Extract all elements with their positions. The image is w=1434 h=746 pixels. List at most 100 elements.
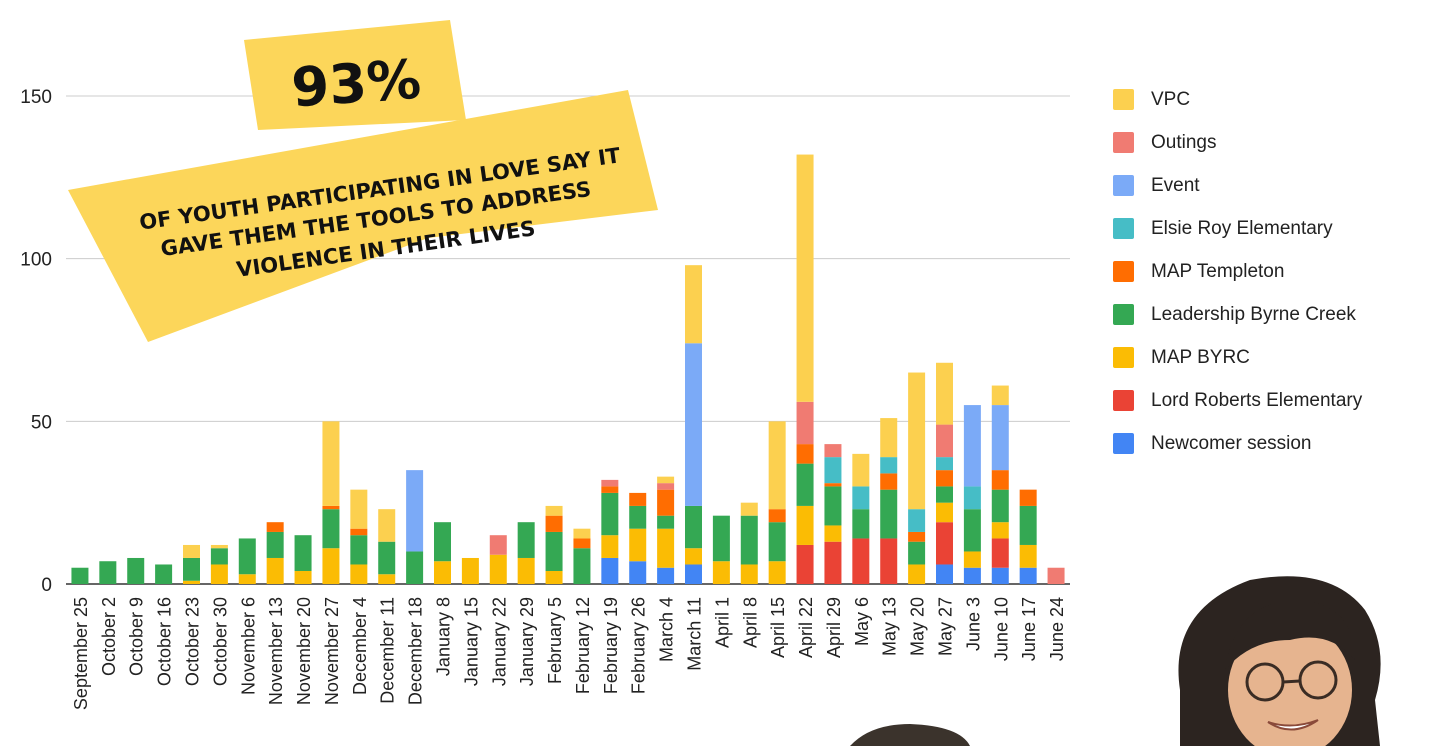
bar-segment-outings [601, 479, 619, 487]
x-tick-label: December 18 [406, 597, 426, 705]
bar-segment-vpc [880, 418, 898, 458]
legend-item: Newcomer session [1113, 428, 1362, 459]
bar-segment-lord-roberts-elementary [991, 538, 1009, 568]
bar-segment-map-byrc [210, 564, 228, 584]
bar-segment-map-templeton [768, 509, 786, 523]
bar-segment-newcomer-session [936, 564, 953, 584]
legend-label: Elsie Roy Elementary [1151, 217, 1333, 239]
bar-segment-leadership-byrne-creek [601, 492, 619, 536]
x-tick-label: October 30 [210, 597, 230, 686]
legend-swatch [1113, 218, 1134, 239]
y-tick-label: 150 [20, 87, 52, 108]
bar-segment-vpc [685, 265, 702, 344]
bar-segment-outings [489, 535, 507, 555]
x-tick-label: January 8 [434, 597, 454, 676]
x-tick-label: February 19 [601, 597, 621, 694]
bar-segment-vpc [852, 453, 870, 487]
bar-segment-map-templeton [545, 515, 563, 532]
bar-segment-leadership-byrne-creek [406, 551, 424, 584]
chart-legend: VPC Outings Event Elsie Roy Elementary MAP T… [1113, 84, 1362, 471]
legend-label: Lord Roberts Elementary [1151, 389, 1363, 411]
x-tick-label: February 5 [545, 597, 565, 684]
bar-segment-event [991, 405, 1009, 471]
x-tick-label: February 12 [573, 597, 593, 694]
bar-segment-vpc [322, 421, 340, 506]
bar-segment-leadership-byrne-creek [350, 535, 368, 565]
bar-segment-leadership-byrne-creek [796, 463, 814, 506]
bar-segment-map-byrc [517, 557, 535, 584]
bar-segment-outings [796, 401, 814, 445]
x-tick-label: November 6 [238, 597, 258, 695]
legend-item: Outings [1113, 127, 1362, 158]
bar-segment-map-byrc [657, 528, 675, 568]
bar-segment-map-byrc [183, 580, 200, 584]
bar-segment-leadership-byrne-creek [238, 538, 256, 575]
x-tick-label: January 15 [461, 597, 481, 686]
bar-segment-leadership-byrne-creek [824, 486, 842, 526]
legend-swatch [1113, 390, 1134, 411]
bar-segment-leadership-byrne-creek [378, 541, 396, 575]
bar-segment-leadership-byrne-creek [322, 509, 340, 549]
x-tick-label: November 20 [294, 597, 314, 705]
bar-segment-map-templeton [824, 483, 842, 487]
bar-segment-map-byrc [461, 557, 479, 584]
bar-segment-map-byrc [294, 570, 312, 584]
legend-item: Leadership Byrne Creek [1113, 299, 1362, 330]
legend-swatch [1113, 304, 1134, 325]
bar-segment-vpc [740, 502, 758, 516]
bar-segment-map-byrc [824, 525, 842, 542]
bar-segment-map-byrc [936, 502, 953, 523]
bar-segment-newcomer-session [629, 561, 647, 584]
bar-segment-leadership-byrne-creek [71, 567, 89, 584]
legend-swatch [1113, 175, 1134, 196]
x-tick-label: June 10 [991, 597, 1011, 661]
bar-segment-outings [824, 444, 842, 458]
bar-segment-leadership-byrne-creek [657, 515, 675, 529]
bar-segment-leadership-byrne-creek [629, 505, 647, 529]
bar-segment-vpc [350, 489, 368, 529]
x-tick-label: December 4 [350, 597, 370, 695]
legend-swatch [1113, 261, 1134, 282]
x-tick-label: March 11 [685, 597, 705, 671]
legend-label: Outings [1151, 131, 1217, 153]
x-tick-label: October 23 [183, 597, 203, 686]
bar-segment-newcomer-session [685, 564, 702, 584]
bar-segment-vpc [657, 476, 675, 484]
bar-segment-newcomer-session [1019, 567, 1037, 584]
bar-segment-elsie-roy-elementary [880, 457, 898, 474]
bar-segment-event [685, 343, 702, 506]
bar-segment-leadership-byrne-creek [155, 564, 173, 584]
y-tick-label: 0 [41, 575, 52, 596]
bar-segment-map-templeton [657, 489, 675, 516]
bar-segment-map-byrc [322, 548, 340, 584]
bar-segment-map-byrc [350, 564, 368, 584]
bar-segment-map-byrc [963, 551, 981, 568]
bar-segment-elsie-roy-elementary [936, 457, 953, 471]
x-tick-label: April 22 [796, 597, 816, 658]
legend-label: Leadership Byrne Creek [1151, 303, 1356, 325]
bar-segment-leadership-byrne-creek [294, 535, 312, 571]
bar-segment-map-byrc [545, 570, 563, 584]
bar-segment-leadership-byrne-creek [685, 505, 702, 549]
bar-segment-vpc [378, 509, 396, 542]
bar-segment-vpc [210, 544, 228, 549]
bar-segment-map-templeton [629, 492, 647, 506]
x-tick-label: November 13 [266, 597, 286, 705]
legend-item: VPC [1113, 84, 1362, 115]
x-tick-label: October 16 [155, 597, 175, 686]
x-tick-label: May 20 [908, 597, 928, 656]
bar-segment-vpc [796, 154, 814, 402]
bar-segment-elsie-roy-elementary [963, 486, 981, 510]
bar-segment-vpc [573, 528, 591, 539]
legend-item: MAP Templeton [1113, 256, 1362, 287]
legend-label: MAP Templeton [1151, 260, 1285, 282]
bar-segment-lord-roberts-elementary [852, 538, 870, 584]
bar-segment-vpc [545, 505, 563, 516]
x-tick-label: May 6 [852, 597, 872, 646]
bar-segment-newcomer-session [991, 567, 1009, 584]
bar-segment-newcomer-session [963, 567, 981, 584]
x-tick-label: November 27 [322, 597, 342, 705]
bar-segment-vpc [936, 362, 953, 425]
bar-segment-map-byrc [1019, 544, 1037, 568]
